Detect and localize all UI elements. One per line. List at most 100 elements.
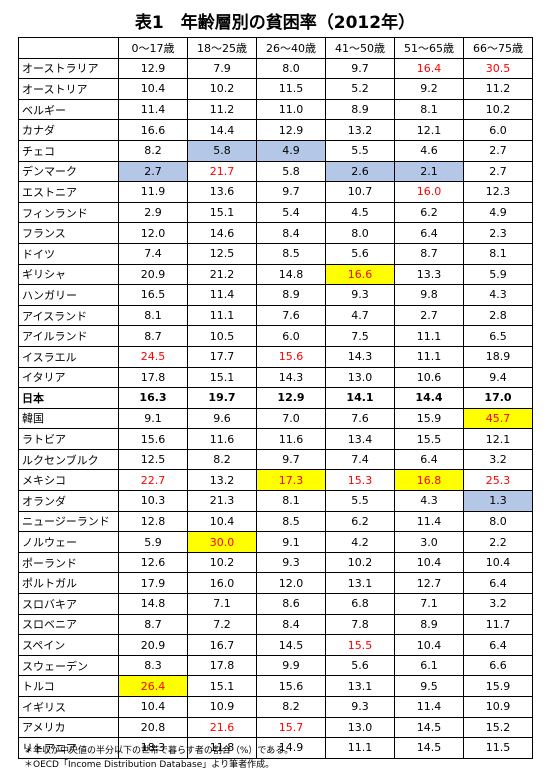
table-row: ベルギー 11.4 11.2 11.0 8.9 8.1 10.2 <box>18 98 533 121</box>
value-cell: 11.7 <box>463 613 533 636</box>
value-cell: 8.7 <box>118 325 188 347</box>
country-name: ニュージーランド <box>18 510 119 533</box>
value-cell: 8.5 <box>256 510 326 533</box>
value-cell: 14.8 <box>118 593 188 615</box>
value-cell: 15.6 <box>256 675 326 697</box>
value-cell: 22.7 <box>118 469 188 492</box>
value-cell: 16.5 <box>118 284 188 306</box>
country-name: イギリス <box>18 696 119 718</box>
value-cell: 15.9 <box>463 675 533 697</box>
table-row: オーストラリア 12.9 7.9 8.0 9.7 16.4 30.5 <box>18 57 533 80</box>
country-name: アイルランド <box>18 325 119 347</box>
value-cell: 9.1 <box>118 407 188 430</box>
value-cell: 14.5 <box>394 716 464 739</box>
value-cell: 10.3 <box>118 490 188 512</box>
value-cell: 16.4 <box>394 57 464 80</box>
table-row: オーストリア 10.4 10.2 11.5 5.2 9.2 11.2 <box>18 78 533 100</box>
value-cell: 6.2 <box>325 510 395 533</box>
value-cell: 8.2 <box>187 448 257 471</box>
value-cell: 8.1 <box>394 98 464 121</box>
value-cell: 11.6 <box>256 428 326 450</box>
value-cell: 11.9 <box>118 181 188 203</box>
table-row: スペイン 20.9 16.7 14.5 15.5 10.4 6.4 <box>18 634 533 656</box>
country-name: イスラエル <box>18 345 119 368</box>
value-cell: 12.6 <box>118 551 188 574</box>
value-cell: 4.5 <box>325 201 395 224</box>
value-cell: 7.4 <box>325 448 395 471</box>
table-title: 表1 年齢層別の貧困率（2012年） <box>134 13 416 33</box>
value-cell: 6.4 <box>394 222 464 244</box>
value-cell: 10.4 <box>463 551 533 574</box>
value-cell: 10.6 <box>394 366 464 389</box>
table-row: イスラエル 24.5 17.7 15.6 14.3 11.1 18.9 <box>18 345 533 368</box>
value-cell: 14.3 <box>256 366 326 389</box>
value-cell: 45.7 <box>463 407 533 430</box>
value-cell: 25.3 <box>463 469 533 492</box>
country-name: チェコ <box>18 139 119 162</box>
value-cell: 10.7 <box>325 181 395 203</box>
value-cell: 15.9 <box>394 407 464 430</box>
value-cell: 14.5 <box>256 634 326 656</box>
value-cell: 2.7 <box>463 160 533 183</box>
column-header: 0〜17歳 <box>118 37 188 59</box>
table-row: オランダ 10.3 21.3 8.1 5.5 4.3 1.3 <box>18 490 533 512</box>
value-cell: 17.3 <box>256 469 326 492</box>
value-cell: 14.8 <box>256 263 326 286</box>
value-cell: 16.0 <box>394 181 464 203</box>
value-cell: 30.0 <box>187 531 257 553</box>
value-cell: 8.0 <box>325 222 395 244</box>
value-cell: 13.2 <box>187 469 257 492</box>
value-cell: 14.5 <box>394 737 464 759</box>
table-row: ドイツ 7.4 12.5 8.5 5.6 8.7 8.1 <box>18 242 533 265</box>
footnote: ＊年収が中央値の半分以下の世帯で暮らす者の割合（%）である。 <box>24 746 294 756</box>
value-cell: 14.4 <box>394 387 464 409</box>
value-cell: 10.2 <box>325 551 395 574</box>
value-cell: 15.3 <box>325 469 395 492</box>
value-cell: 15.7 <box>256 716 326 739</box>
value-cell: 8.1 <box>118 304 188 327</box>
value-cell: 9.5 <box>394 675 464 697</box>
value-cell: 4.9 <box>463 201 533 224</box>
table-row: デンマーク 2.7 21.7 5.8 2.6 2.1 2.7 <box>18 160 533 183</box>
value-cell: 8.0 <box>256 57 326 80</box>
value-cell: 8.7 <box>394 242 464 265</box>
value-cell: 2.7 <box>463 139 533 162</box>
value-cell: 5.5 <box>325 490 395 512</box>
table-row: ラトビア 15.6 11.6 11.6 13.4 15.5 12.1 <box>18 428 533 450</box>
value-cell: 16.0 <box>187 572 257 595</box>
value-cell: 15.1 <box>187 201 257 224</box>
value-cell: 8.0 <box>463 510 533 533</box>
table-row: 日本 16.3 19.7 12.9 14.1 14.4 17.0 <box>18 387 533 409</box>
value-cell: 16.6 <box>325 263 395 286</box>
column-header: 41〜50歳 <box>325 37 395 59</box>
value-cell: 10.4 <box>394 551 464 574</box>
value-cell: 2.3 <box>463 222 533 244</box>
table-row: ノルウェー 5.9 30.0 9.1 4.2 3.0 2.2 <box>18 531 533 553</box>
country-name: ギリシャ <box>18 263 119 286</box>
value-cell: 7.6 <box>325 407 395 430</box>
value-cell: 21.6 <box>187 716 257 739</box>
value-cell: 2.6 <box>325 160 395 183</box>
value-cell: 5.8 <box>256 160 326 183</box>
value-cell: 8.1 <box>256 490 326 512</box>
value-cell: 3.0 <box>394 531 464 553</box>
value-cell: 19.7 <box>187 387 257 409</box>
country-name: アイスランド <box>18 304 119 327</box>
value-cell: 3.2 <box>463 448 533 471</box>
table-row: カナダ 16.6 14.4 12.9 13.2 12.1 6.0 <box>18 119 533 141</box>
value-cell: 9.3 <box>325 696 395 718</box>
value-cell: 15.1 <box>187 366 257 389</box>
value-cell: 5.9 <box>463 263 533 286</box>
table-row: アイスランド 8.1 11.1 7.6 4.7 2.7 2.8 <box>18 304 533 327</box>
value-cell: 20.9 <box>118 263 188 286</box>
value-cell: 7.5 <box>325 325 395 347</box>
value-cell: 20.9 <box>118 634 188 656</box>
value-cell: 10.4 <box>394 634 464 656</box>
value-cell: 13.3 <box>394 263 464 286</box>
value-cell: 12.1 <box>394 119 464 141</box>
value-cell: 9.7 <box>256 448 326 471</box>
country-name: スウェーデン <box>18 654 119 677</box>
value-cell: 13.1 <box>325 675 395 697</box>
value-cell: 21.3 <box>187 490 257 512</box>
header-row: 0〜17歳 18〜25歳 26〜40歳 41〜50歳 51〜65歳 66〜75歳 <box>18 37 533 59</box>
